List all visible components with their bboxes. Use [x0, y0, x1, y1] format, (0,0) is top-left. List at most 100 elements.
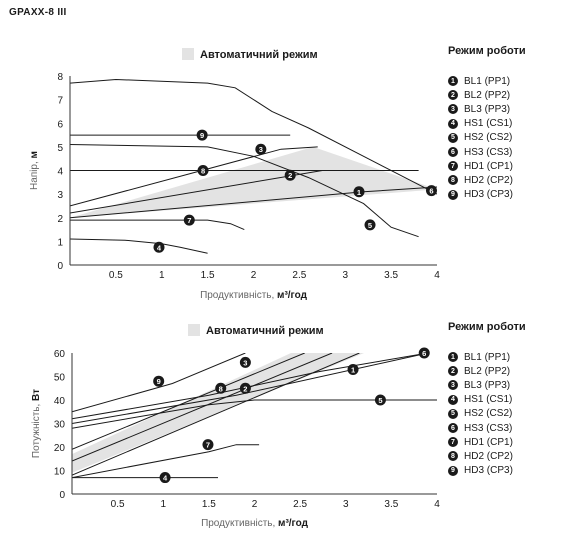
legend-label: HS1 (CS1)	[464, 118, 513, 130]
legend-item: 6 HS3 (CS3)	[448, 421, 526, 435]
series-marker-7: 7	[202, 439, 214, 451]
x-tick-label: 2	[251, 270, 257, 281]
legend-item: 6 HS3 (CS3)	[448, 145, 526, 159]
marker-circle	[239, 356, 251, 368]
legend-label: BL1 (PP1)	[464, 351, 511, 363]
marker-label: 9	[157, 377, 161, 386]
legend-label: HD3 (CP3)	[464, 189, 513, 201]
x-tick-label: 3	[342, 270, 348, 281]
y-tick-label: 0	[59, 490, 65, 501]
y-tick-label: 0	[57, 261, 63, 272]
series-marker-2: 2	[284, 169, 296, 181]
x-tick-label: 1.5	[201, 270, 215, 281]
marker-circle	[364, 219, 376, 231]
title-swatch	[182, 48, 194, 60]
series-marker-6: 6	[425, 185, 437, 197]
legend-number-badge: 9	[448, 189, 458, 200]
x-tick-label: 4	[434, 499, 440, 510]
x-tick-label: 0.5	[109, 270, 123, 281]
series-line-5	[70, 144, 419, 238]
series-line-2	[72, 353, 333, 462]
y-tick-label: 2	[57, 214, 63, 225]
marker-circle	[196, 129, 208, 141]
legend-number-badge: 4	[448, 118, 458, 129]
series-line-5	[72, 399, 437, 429]
marker-circle	[202, 439, 214, 451]
series-marker-4: 4	[153, 241, 165, 253]
series-line-8	[72, 353, 428, 420]
marker-circle	[347, 363, 359, 375]
legend-label: BL2 (PP2)	[464, 365, 511, 377]
y-tick-label: 50	[54, 373, 66, 384]
y-tick-label: 60	[54, 349, 66, 360]
marker-label: 1	[351, 365, 355, 374]
head-chart-legend: Режим роботи 1 BL1 (PP1) 2 BL2 (PP2) 3 BL3 (P…	[448, 44, 526, 202]
marker-circle	[159, 472, 171, 484]
legend-item: 4 HS1 (CS1)	[448, 393, 526, 407]
legend-number-badge: 1	[448, 352, 458, 363]
x-tick-label: 2.5	[293, 499, 307, 510]
y-tick-label: 1	[57, 237, 63, 248]
legend-number-badge: 7	[448, 437, 458, 448]
series-line-1	[72, 353, 360, 476]
marker-label: 7	[206, 441, 210, 450]
legend-item: 9 HD3 (CP3)	[448, 464, 526, 478]
series-marker-5: 5	[374, 394, 386, 406]
series-marker-3: 3	[239, 356, 251, 368]
chart-title: Автоматичний режим	[206, 325, 324, 337]
marker-circle	[153, 375, 165, 387]
legend-label: BL3 (PP3)	[464, 379, 511, 391]
marker-circle	[255, 143, 267, 155]
series-marker-1: 1	[353, 186, 365, 198]
x-tick-label: 3.5	[384, 499, 398, 510]
series-line-3	[72, 353, 305, 450]
y-tick-label: 7	[57, 96, 63, 107]
legend-item: 1 BL1 (PP1)	[448, 74, 526, 88]
series-marker-2: 2	[239, 382, 251, 394]
marker-label: 8	[219, 384, 223, 393]
marker-label: 6	[429, 187, 433, 196]
document-title: GPAXX-8 III	[9, 7, 67, 18]
series-marker-6: 6	[418, 347, 430, 359]
legend-label: HD3 (CP3)	[464, 465, 513, 477]
legend-number-badge: 2	[448, 366, 458, 377]
x-tick-label: 3	[343, 499, 349, 510]
legend-item: 7 HD1 (CP1)	[448, 435, 526, 449]
y-tick-label: 8	[57, 72, 63, 83]
legend-number-badge: 7	[448, 161, 458, 172]
x-tick-label: 3.5	[384, 270, 398, 281]
legend-number-badge: 6	[448, 423, 458, 434]
legend-number-badge: 3	[448, 380, 458, 391]
marker-circle	[197, 165, 209, 176]
legend-number-badge: 8	[448, 175, 458, 186]
legend-item: 9 HD3 (CP3)	[448, 188, 526, 202]
legend-label: HD2 (CP2)	[464, 174, 513, 186]
marker-circle	[215, 382, 227, 394]
legend-item: 2 BL2 (PP2)	[448, 364, 526, 378]
legend-label: HS1 (CS1)	[464, 394, 513, 406]
marker-label: 3	[259, 145, 263, 154]
legend-label: HS3 (CS3)	[464, 146, 513, 158]
marker-circle	[353, 186, 365, 198]
marker-label: 8	[201, 167, 205, 176]
x-tick-label: 2	[252, 499, 258, 510]
series-line-3	[70, 146, 318, 207]
legend-number-badge: 4	[448, 394, 458, 405]
marker-label: 6	[422, 349, 426, 358]
x-tick-label: 2.5	[292, 270, 306, 281]
head-chart: Автоматичний режим 0 1 2 3 4 5 6 7 8 0.5 1 1.5 2 2.5 3 3…	[29, 48, 440, 301]
legend-number-badge: 5	[448, 132, 458, 143]
legend-label: HS2 (CS2)	[464, 408, 513, 420]
series-line-6	[70, 78, 437, 195]
power-chart-legend: Режим роботи 1 BL1 (PP1) 2 BL2 (PP2) 3 BL3 (P…	[448, 320, 526, 478]
legend-item: 4 HS1 (CS1)	[448, 117, 526, 131]
y-tick-label: 3	[57, 190, 63, 201]
legend-number-badge: 3	[448, 104, 458, 115]
legend-item: 1 BL1 (PP1)	[448, 350, 526, 364]
legend-item: 5 HS2 (CS2)	[448, 407, 526, 421]
y-tick-label: 5	[57, 143, 63, 154]
legend-number-badge: 1	[448, 76, 458, 87]
legend-label: HD2 (CP2)	[464, 450, 513, 462]
series-marker-5: 5	[364, 219, 376, 231]
legend-number-badge: 5	[448, 408, 458, 419]
